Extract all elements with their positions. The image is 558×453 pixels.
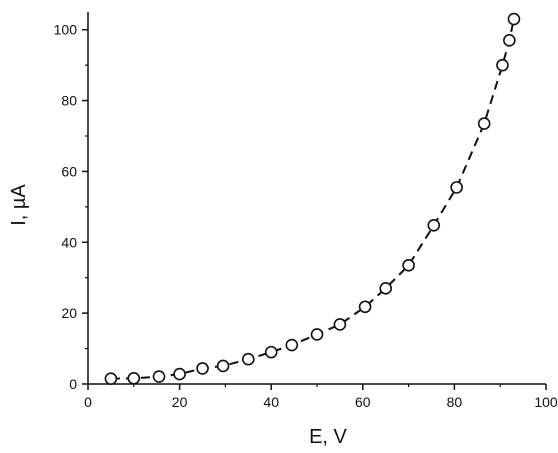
data-point	[379, 282, 393, 295]
y-axis-label: I, µA	[8, 184, 30, 226]
y-tick-label: 100	[54, 22, 78, 38]
data-point	[127, 372, 141, 385]
x-tick-label: 20	[172, 394, 188, 410]
x-axis-label: E, V	[309, 426, 347, 448]
data-point	[173, 367, 186, 381]
data-point	[310, 328, 324, 341]
data-point	[285, 338, 299, 352]
data-point	[450, 181, 463, 194]
data-point	[216, 359, 230, 373]
y-tick-label: 40	[61, 234, 77, 250]
data-point	[152, 370, 166, 383]
data-point	[104, 372, 118, 385]
x-axis-ticks: 0 20 40 60 80 100	[84, 384, 558, 410]
data-point	[477, 117, 491, 130]
data-point	[333, 318, 347, 331]
data-point	[358, 300, 372, 314]
data-point	[242, 352, 255, 366]
x-tick-label: 0	[84, 394, 92, 410]
y-tick-label: 80	[61, 93, 77, 109]
data-point	[507, 12, 521, 26]
y-tick-label: 60	[61, 163, 77, 179]
y-tick-label: 20	[61, 305, 77, 321]
data-point	[496, 58, 509, 72]
x-tick-label: 60	[355, 394, 371, 410]
data-point	[503, 34, 516, 47]
data-point	[402, 259, 415, 272]
y-axis-ticks: 0 20 40 60 80 100	[54, 22, 88, 392]
data-point	[264, 345, 278, 359]
data-markers	[104, 12, 521, 385]
y-tick-label: 0	[69, 376, 77, 392]
x-tick-label: 100	[534, 394, 558, 410]
x-tick-label: 80	[447, 394, 463, 410]
x-tick-label: 40	[263, 394, 279, 410]
data-point	[427, 218, 441, 232]
data-point	[196, 362, 209, 375]
